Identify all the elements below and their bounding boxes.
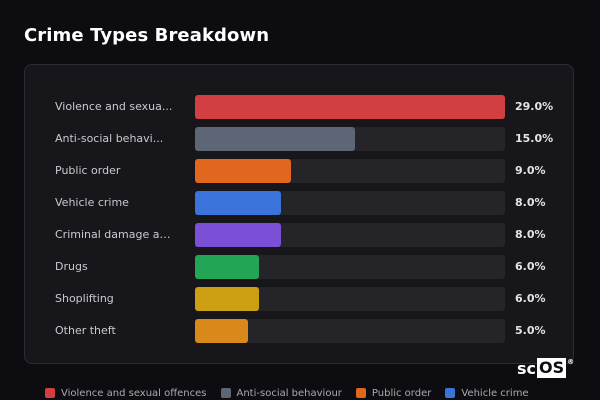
category-label: Violence and sexua... [55, 100, 173, 113]
value-label: 6.0% [515, 260, 546, 273]
chart-card: Violence and sexua... 29.0% Anti-social be… [24, 64, 574, 364]
category-label: Criminal damage an... [55, 228, 173, 241]
bar-track [195, 287, 505, 311]
watermark-prefix: sc [517, 358, 537, 378]
bar-track [195, 223, 505, 247]
legend-item: Anti-social behaviour [220, 387, 342, 399]
legend-item: Public order [355, 387, 432, 399]
category-label: Public order [55, 164, 121, 177]
chart-title: Crime Types Breakdown [24, 25, 270, 46]
watermark-logo: sc OS ® [517, 358, 574, 378]
chart-legend: Violence and sexual offences Anti-social … [45, 386, 543, 400]
category-label: Anti-social behavi... [55, 132, 164, 145]
legend-swatch [445, 388, 456, 398]
bar-track [195, 255, 505, 279]
legend-swatch [355, 388, 366, 398]
value-label: 8.0% [515, 228, 546, 241]
bar [195, 223, 281, 247]
category-label: Vehicle crime [55, 196, 129, 209]
bar-row: Public order 9.0% [55, 158, 555, 184]
bar-track [195, 191, 505, 215]
bar-track [195, 159, 505, 183]
bar-row: Violence and sexua... 29.0% [55, 94, 555, 120]
bar-row: Anti-social behavi... 15.0% [55, 126, 555, 152]
legend-label: Anti-social behaviour [236, 387, 342, 399]
legend-item: Violence and sexual offences [45, 388, 207, 399]
bar [195, 319, 249, 343]
bar-row: Drugs 6.0% [55, 254, 555, 280]
bar-row: Other theft 5.0% [55, 318, 555, 344]
category-label: Shoplifting [55, 292, 114, 305]
bar [195, 287, 260, 311]
watermark-boxed: OS [537, 358, 567, 378]
value-label: 6.0% [515, 292, 546, 305]
legend-label: Public order [371, 387, 432, 399]
legend-item: Vehicle crime [445, 387, 529, 399]
bar-track [195, 95, 505, 119]
value-label: 5.0% [515, 324, 546, 337]
watermark-registered-mark: ® [567, 358, 575, 366]
bar [195, 255, 260, 279]
value-label: 29.0% [515, 100, 554, 113]
value-label: 9.0% [515, 164, 546, 177]
value-label: 15.0% [515, 132, 554, 145]
bar [195, 159, 292, 183]
bar-row: Shoplifting 6.0% [55, 286, 555, 312]
category-label: Other theft [55, 324, 116, 337]
bar-track [195, 127, 505, 151]
category-label: Drugs [55, 260, 88, 273]
bar [195, 127, 356, 151]
bar [195, 95, 505, 119]
legend-label: Vehicle crime [461, 387, 529, 399]
value-label: 8.0% [515, 196, 546, 209]
legend-swatch [220, 388, 231, 398]
bar-row: Criminal damage an... 8.0% [55, 222, 555, 248]
bar [195, 191, 281, 215]
bar-row: Vehicle crime 8.0% [55, 190, 555, 216]
legend-label: Violence and sexual offences [61, 387, 207, 399]
bar-track [195, 319, 505, 343]
legend-swatch [45, 388, 55, 398]
